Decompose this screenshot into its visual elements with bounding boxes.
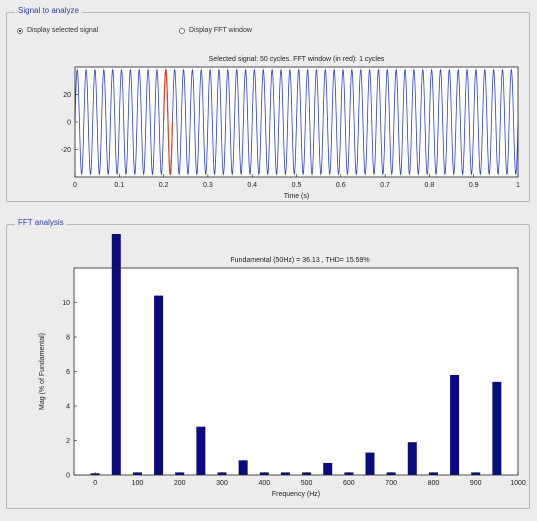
signal-x-tick-label: 0.6	[336, 182, 346, 189]
signal-x-tick-label: 0.1	[114, 182, 124, 189]
fft-bar	[492, 381, 502, 475]
radio-unchecked-icon	[179, 27, 185, 34]
signal-x-tick-label: 0	[73, 182, 77, 189]
signal-y-tick-label: 0	[67, 120, 71, 127]
signal-x-tick-label: 0.5	[292, 182, 302, 189]
fft-plot-area	[74, 268, 518, 475]
signal-y-tick-label: -20	[61, 147, 71, 154]
fft-bar	[238, 460, 248, 475]
signal-x-tick-label: 0.3	[203, 182, 213, 189]
signal-y-tick-label: 20	[63, 92, 71, 99]
radio-checked-icon	[17, 27, 23, 34]
signal-chart-title: Selected signal: 50 cycles. FFT window (…	[209, 56, 385, 63]
fft-y-axis-label: Mag (% of Fundamental)	[39, 333, 46, 410]
fft-x-tick-label: 200	[174, 480, 186, 487]
fft-y-tick-label: 8	[66, 335, 70, 342]
fft-bar	[111, 234, 121, 475]
signal-x-tick-label: 1	[516, 182, 520, 189]
fft-x-tick-label: 800	[428, 480, 440, 487]
fft-x-tick-label: 500	[301, 480, 313, 487]
fft-bar	[407, 442, 417, 475]
fft-bar	[154, 295, 164, 475]
fft-window-line	[163, 68, 174, 176]
fft-x-tick-label: 600	[343, 480, 355, 487]
signal-x-tick-label: 0.7	[380, 182, 390, 189]
fft-x-tick-label: 700	[385, 480, 397, 487]
fft-x-tick-label: 1000	[510, 480, 526, 487]
signal-x-tick-label: 0.2	[159, 182, 169, 189]
fft-bar	[323, 462, 333, 475]
fft-x-axis-label: Frequency (Hz)	[272, 491, 320, 498]
fft-bar	[365, 452, 375, 475]
signal-x-tick-label: 0.9	[469, 182, 479, 189]
fft-x-tick-label: 300	[216, 480, 228, 487]
fft-panel-title: FFT analysis	[15, 218, 67, 227]
signal-x-tick-label: 0.4	[247, 182, 257, 189]
fft-bar	[196, 426, 206, 475]
fft-y-tick-label: 4	[66, 404, 70, 411]
fft-bar	[450, 374, 460, 475]
fft-x-tick-label: 100	[132, 480, 144, 487]
signal-x-tick-label: 0.8	[425, 182, 435, 189]
fft-y-tick-label: 10	[62, 300, 70, 307]
display-fft-window-label: Display FFT window	[189, 27, 252, 34]
display-selected-signal-radio[interactable]: Display selected signal	[17, 27, 98, 34]
signal-waveform-line	[74, 68, 519, 176]
fft-x-tick-label: 0	[93, 480, 97, 487]
fft-y-tick-label: 2	[66, 438, 70, 445]
fft-y-tick-label: 0	[66, 473, 70, 480]
display-selected-signal-label: Display selected signal	[27, 27, 99, 34]
fft-analysis-panel: FFT analysis	[6, 218, 530, 509]
fft-y-tick-label: 6	[66, 369, 70, 376]
signal-x-axis-label: Time (s)	[284, 193, 309, 200]
fft-chart-title: Fundamental (50Hz) = 36.13 , THD= 15.59%	[230, 257, 369, 264]
fft-x-tick-label: 400	[258, 480, 270, 487]
fft-x-tick-label: 900	[470, 480, 482, 487]
display-fft-window-radio[interactable]: Display FFT window	[179, 27, 252, 34]
fft-bar	[280, 472, 290, 475]
signal-to-analyze-panel: Signal to analyze Display selected signa…	[6, 6, 530, 202]
signal-panel-title: Signal to analyze	[15, 6, 82, 15]
